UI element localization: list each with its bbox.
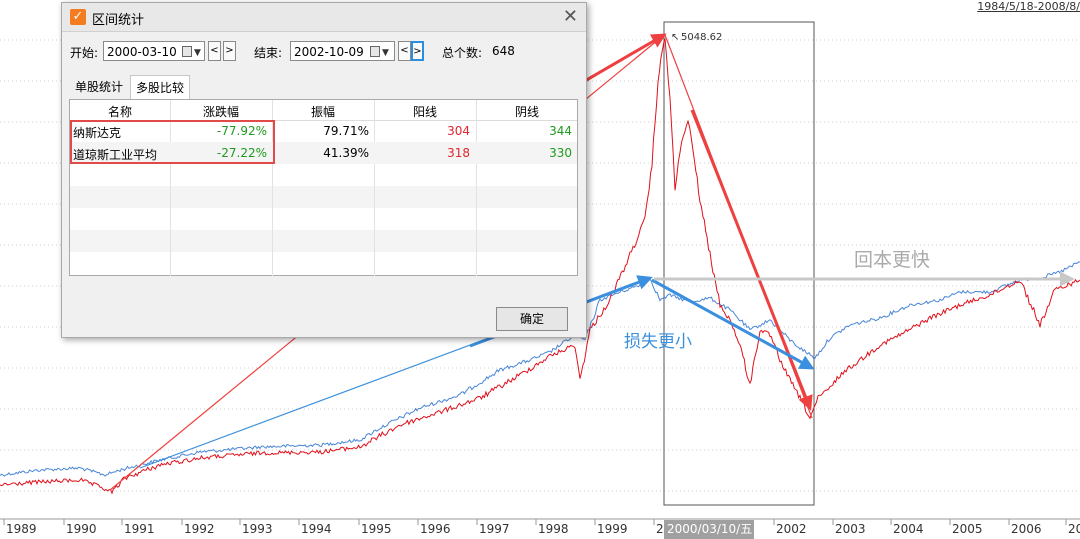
- x-tick-label: 1995: [361, 522, 392, 536]
- x-tick-label: 1991: [124, 522, 155, 536]
- row-down-count: 330: [549, 146, 572, 160]
- chevron-down-icon[interactable]: ▼: [382, 48, 389, 58]
- cursor-date-bg: [664, 520, 754, 539]
- table-row[interactable]: 纳斯达克 -77.92% 79.71% 304 344: [70, 120, 577, 142]
- start-date-value: 2000-03-10: [107, 45, 177, 59]
- x-tick-label: 2003: [835, 522, 866, 536]
- red-arrow-to-trough: [690, 109, 813, 411]
- row-change: -27.22%: [216, 146, 267, 160]
- tab-multi-compare[interactable]: 多股比较: [130, 75, 191, 100]
- start-next-button[interactable]: >: [223, 41, 236, 61]
- start-label: 开始:: [70, 46, 99, 60]
- tab-single-stock[interactable]: 单股统计: [75, 80, 124, 94]
- row-name: 道琼斯工业平均: [73, 148, 158, 162]
- x-tick-label: 1993: [242, 522, 273, 536]
- x-tick-label: 1999: [597, 522, 628, 536]
- end-date-picker[interactable]: 2002-10-09 ▼: [290, 41, 395, 61]
- selection-box: [663, 21, 815, 506]
- start-date-picker[interactable]: 2000-03-10 ▼: [103, 41, 205, 61]
- end-label: 结束:: [254, 46, 283, 60]
- start-prev-button[interactable]: <: [208, 41, 221, 61]
- annotation-recover-faster: 回本更快: [854, 249, 930, 271]
- row-name: 纳斯达克: [73, 126, 122, 140]
- x-tick-label: 1990: [66, 522, 97, 536]
- comparison-table: 名称 涨跌幅 振幅 阳线 阴线 纳斯达克 -77.92% 79.71% 304 …: [69, 99, 578, 276]
- col-header-amplitude[interactable]: 振幅: [310, 105, 335, 119]
- dow-series-line: [0, 261, 1080, 477]
- empty-row: [70, 230, 577, 252]
- row-amplitude: 79.71%: [323, 124, 369, 138]
- chevron-down-icon[interactable]: ▼: [194, 48, 201, 58]
- x-tick-label: 2006: [1011, 522, 1042, 536]
- end-next-button[interactable]: >: [411, 41, 424, 61]
- peak-marker-arrow-icon: ↖: [671, 32, 679, 43]
- empty-row: [70, 208, 577, 230]
- end-date-value: 2002-10-09: [294, 45, 364, 59]
- x-tick-label: 1989: [6, 522, 37, 536]
- calendar-icon[interactable]: [182, 46, 192, 57]
- x-tick-label: 1992: [184, 522, 215, 536]
- interval-stats-dialog: ✓ 区间统计 ✕ 开始: 2000-03-10 ▼ < > 结束: 2002-1…: [61, 2, 587, 338]
- col-header-up[interactable]: 阳线: [412, 105, 437, 119]
- col-header-name[interactable]: 名称: [107, 105, 132, 119]
- close-icon[interactable]: ✕: [562, 6, 578, 27]
- peak-label: 5048.62: [681, 32, 722, 43]
- x-tick-label: 2005: [952, 522, 983, 536]
- date-range-text[interactable]: 1984/5/18-2008/8/: [977, 0, 1080, 13]
- x-tick-label: 2004: [893, 522, 924, 536]
- x-tick-label: 1994: [301, 522, 332, 536]
- col-header-change[interactable]: 涨跌幅: [202, 105, 239, 119]
- x-tick-label: 20: [1068, 522, 1080, 536]
- row-down-count: 344: [549, 124, 572, 138]
- row-up-count: 318: [447, 146, 470, 160]
- dialog-titlebar[interactable]: ✓ 区间统计 ✕: [62, 3, 586, 32]
- cursor-date-label: 2000/03/10/五: [667, 522, 752, 536]
- x-tick-label: 1996: [420, 522, 451, 536]
- dialog-title: 区间统计: [92, 13, 145, 28]
- checkmark-icon: ✓: [70, 9, 86, 25]
- row-up-count: 304: [447, 124, 470, 138]
- x-tick-label: 1998: [538, 522, 569, 536]
- empty-row: [70, 186, 577, 208]
- row-change: -77.92%: [216, 124, 267, 138]
- x-tick-label: 1997: [479, 522, 510, 536]
- annotation-loss-smaller: 损失更小: [624, 332, 692, 352]
- table-header: 名称 涨跌幅 振幅 阳线 阴线: [70, 100, 577, 121]
- end-prev-button[interactable]: <: [398, 41, 411, 61]
- nasdaq-series-line: [0, 38, 1080, 495]
- ok-button[interactable]: 确定: [496, 307, 568, 331]
- empty-row: [70, 252, 577, 274]
- blue-arrow-to-trough: [651, 278, 815, 370]
- calendar-icon[interactable]: [370, 46, 380, 57]
- table-row[interactable]: 道琼斯工业平均 -27.22% 41.39% 318 330: [70, 142, 577, 164]
- x-tick-label: 2002: [776, 522, 807, 536]
- row-amplitude: 41.39%: [323, 146, 369, 160]
- total-count-label: 总个数:: [442, 46, 483, 60]
- total-count-value: 648: [492, 44, 515, 58]
- col-header-down[interactable]: 阴线: [514, 105, 539, 119]
